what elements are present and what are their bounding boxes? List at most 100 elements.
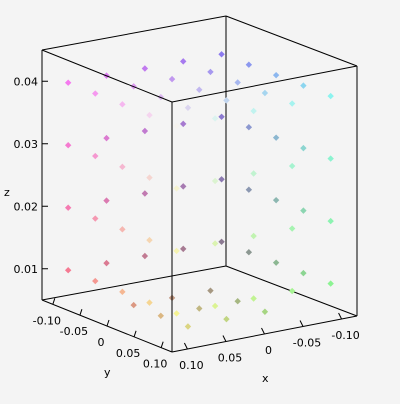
z-axis-label: z (4, 186, 10, 199)
z-tick-label: 0.03 (14, 138, 39, 151)
data-point (211, 302, 219, 310)
box-edge (41, 49, 173, 103)
x-tick-label: 0.10 (179, 359, 204, 372)
data-point (218, 176, 225, 183)
data-point (119, 226, 126, 233)
data-point (119, 288, 126, 296)
data-point (327, 92, 334, 100)
box-front-edges (41, 15, 358, 353)
y-tick (52, 298, 56, 305)
y-tick-label: 0 (98, 336, 105, 349)
x-tick (261, 327, 265, 335)
data-point (146, 299, 153, 306)
y-tick-label: -0.05 (60, 325, 88, 338)
data-point (234, 298, 241, 305)
data-point (92, 215, 99, 222)
data-point (300, 207, 307, 214)
data-point (223, 315, 230, 323)
data-point (211, 177, 219, 185)
data-point (173, 247, 180, 255)
box-back-edges (41, 16, 358, 317)
x-tick (222, 335, 227, 342)
data-point (288, 225, 296, 232)
data-point (300, 82, 307, 89)
x-tick-label: -0.05 (293, 337, 321, 350)
y-tick (79, 309, 83, 316)
box-edge (171, 65, 358, 103)
data-point (272, 259, 280, 266)
y-tick (106, 319, 110, 327)
data-point (261, 308, 269, 315)
box-edge (225, 15, 358, 67)
data-point (92, 152, 99, 160)
data-point (196, 305, 203, 312)
data-point (250, 107, 257, 115)
data-point (245, 249, 253, 256)
data-point (223, 97, 230, 104)
data-point (218, 51, 225, 58)
data-points (64, 51, 334, 330)
data-point (64, 79, 72, 86)
data-point (146, 236, 153, 244)
data-point (288, 162, 296, 170)
y-tick-label: 0.10 (143, 358, 168, 371)
data-point (211, 115, 219, 122)
y-tick (133, 330, 137, 337)
data-point (272, 196, 280, 204)
data-point (173, 185, 180, 192)
z-tick-label: 0.01 (14, 263, 39, 276)
data-point (146, 174, 153, 181)
data-point (180, 120, 187, 128)
data-point (173, 310, 180, 317)
data-point (103, 134, 110, 142)
data-point (141, 190, 149, 197)
data-point (218, 238, 225, 245)
data-point (173, 122, 180, 130)
data-point (168, 75, 176, 83)
data-point (327, 280, 334, 287)
data-point (250, 170, 257, 177)
data-point (207, 68, 214, 76)
data-point (64, 204, 72, 211)
y-tick (160, 341, 164, 348)
data-point (130, 301, 137, 309)
data-point (92, 90, 99, 97)
data-point (119, 101, 126, 108)
data-point (184, 323, 192, 330)
box-edge (41, 265, 227, 301)
y-tick-label: 0.05 (116, 347, 141, 360)
data-point (157, 312, 165, 319)
data-point (272, 71, 280, 79)
z-tick-label: 0.02 (14, 200, 39, 213)
y-tick-label: -0.10 (33, 314, 61, 327)
data-point (250, 232, 257, 240)
data-point (64, 142, 72, 149)
data-point (234, 79, 241, 86)
data-point (288, 287, 296, 295)
data-point (245, 124, 253, 131)
data-point (119, 163, 126, 171)
data-point (300, 269, 307, 277)
data-point (196, 86, 203, 93)
x-tick (299, 320, 304, 327)
data-point (207, 287, 214, 294)
box-edge (41, 15, 227, 51)
data-point (211, 240, 219, 247)
x-axis-label: x (262, 372, 269, 385)
data-point (245, 61, 253, 68)
data-point (141, 252, 149, 260)
y-axis-label: y (104, 366, 111, 379)
data-point (327, 217, 334, 225)
data-point (103, 197, 110, 204)
data-point (218, 113, 225, 120)
data-point (180, 183, 187, 190)
data-point (146, 111, 153, 119)
data-point (245, 186, 253, 193)
x-tick (338, 312, 343, 320)
data-point (272, 134, 280, 141)
x-tick (183, 342, 188, 350)
data-point (180, 245, 187, 253)
